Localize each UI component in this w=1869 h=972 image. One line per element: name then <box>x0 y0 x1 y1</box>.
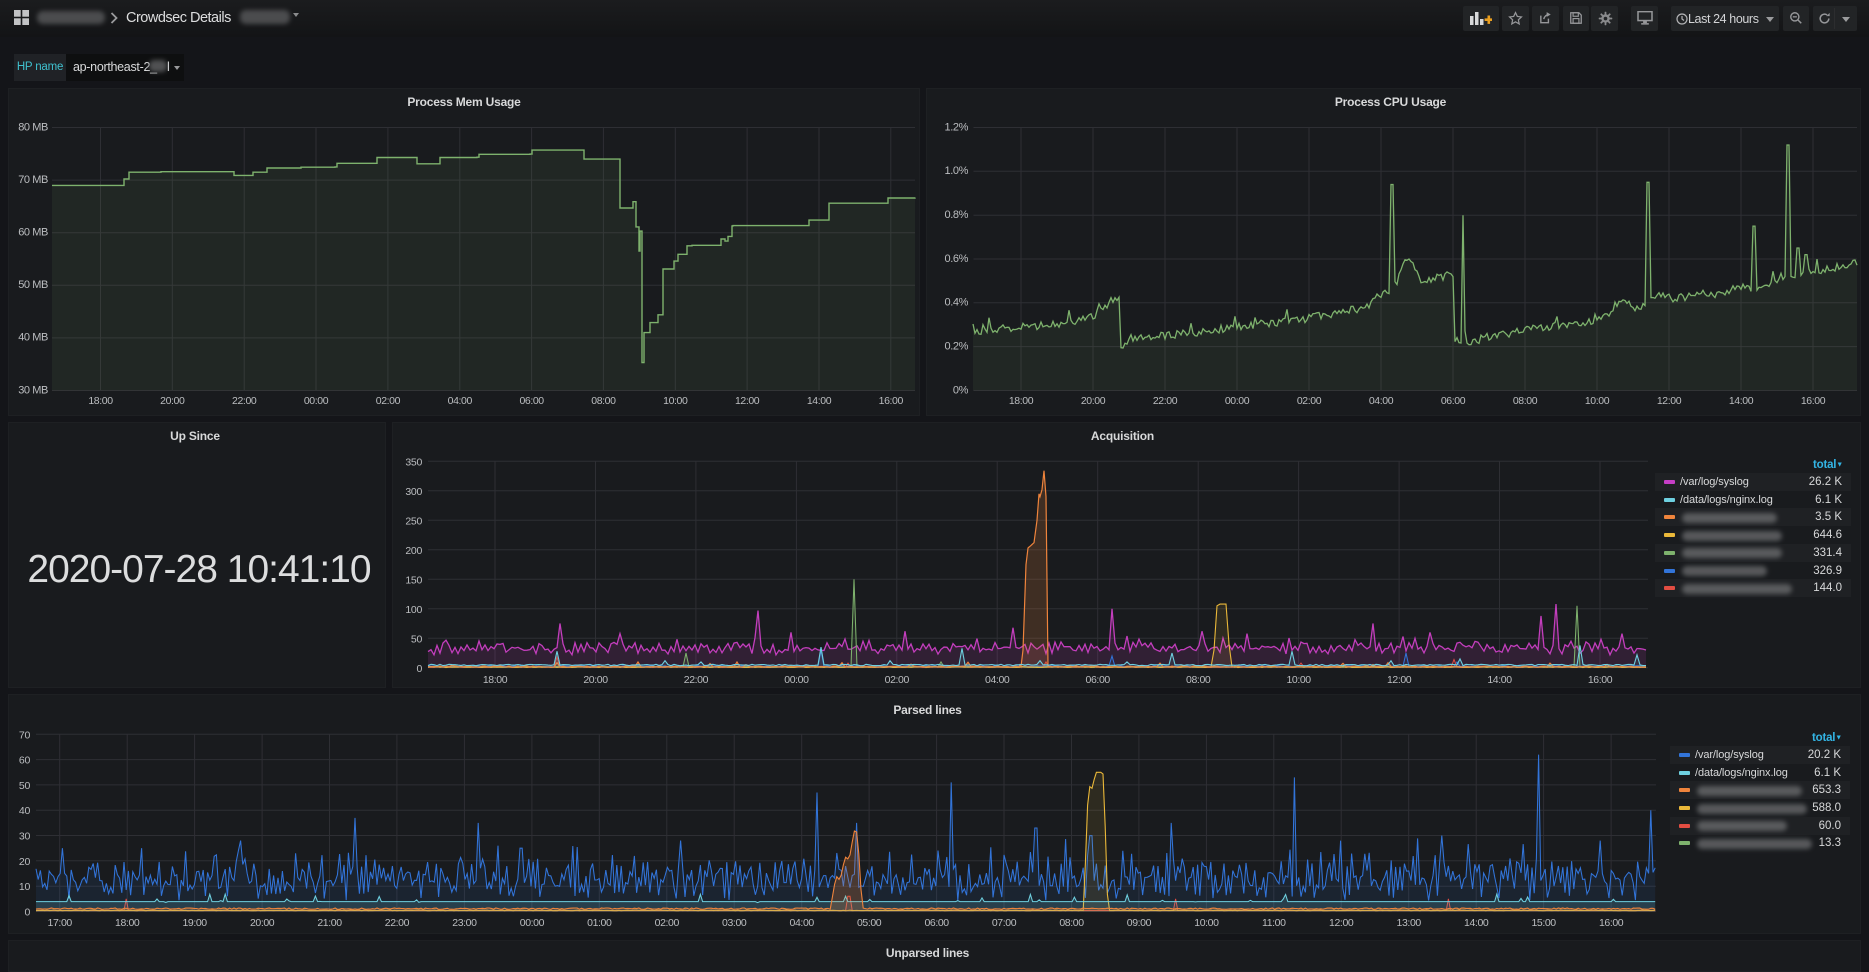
svg-text:16:00: 16:00 <box>879 395 904 407</box>
svg-text:0%: 0% <box>953 384 969 396</box>
svg-text:06:00: 06:00 <box>1441 395 1466 407</box>
svg-text:02:00: 02:00 <box>655 917 680 929</box>
svg-text:11:00: 11:00 <box>1262 917 1286 929</box>
svg-text:70: 70 <box>19 729 31 741</box>
svg-text:23:00: 23:00 <box>452 917 477 929</box>
svg-text:12:00: 12:00 <box>1329 917 1354 929</box>
svg-text:04:00: 04:00 <box>448 395 473 407</box>
svg-text:30: 30 <box>19 831 31 843</box>
svg-text:60 MB: 60 MB <box>18 227 48 239</box>
svg-text:00:00: 00:00 <box>784 674 809 686</box>
svg-text:14:00: 14:00 <box>1729 395 1754 407</box>
svg-text:60: 60 <box>19 755 31 767</box>
svg-text:06:00: 06:00 <box>1086 674 1111 686</box>
svg-text:06:00: 06:00 <box>924 917 949 929</box>
svg-text:10:00: 10:00 <box>663 395 688 407</box>
svg-text:08:00: 08:00 <box>1059 917 1084 929</box>
svg-text:22:00: 22:00 <box>385 917 410 929</box>
svg-text:07:00: 07:00 <box>992 917 1017 929</box>
svg-text:00:00: 00:00 <box>1225 395 1250 407</box>
svg-text:30 MB: 30 MB <box>18 384 48 396</box>
svg-text:19:00: 19:00 <box>182 917 207 929</box>
svg-text:00:00: 00:00 <box>520 917 545 929</box>
svg-text:05:00: 05:00 <box>857 917 882 929</box>
svg-text:01:00: 01:00 <box>587 917 612 929</box>
svg-text:12:00: 12:00 <box>735 395 760 407</box>
svg-text:09:00: 09:00 <box>1127 917 1152 929</box>
svg-text:40: 40 <box>19 805 31 817</box>
svg-text:10:00: 10:00 <box>1286 674 1311 686</box>
svg-text:50: 50 <box>19 780 31 792</box>
svg-text:100: 100 <box>405 604 422 616</box>
svg-text:300: 300 <box>405 486 422 498</box>
svg-text:20:00: 20:00 <box>160 395 185 407</box>
svg-text:150: 150 <box>405 574 422 586</box>
svg-text:16:00: 16:00 <box>1801 395 1826 407</box>
svg-text:02:00: 02:00 <box>376 395 401 407</box>
svg-text:00:00: 00:00 <box>304 395 329 407</box>
svg-text:21:00: 21:00 <box>317 917 342 929</box>
svg-text:13:00: 13:00 <box>1397 917 1422 929</box>
svg-text:250: 250 <box>405 515 422 527</box>
svg-text:02:00: 02:00 <box>885 674 910 686</box>
svg-text:08:00: 08:00 <box>591 395 616 407</box>
svg-text:200: 200 <box>405 545 422 557</box>
svg-text:22:00: 22:00 <box>684 674 709 686</box>
svg-text:0: 0 <box>416 663 422 675</box>
svg-text:18:00: 18:00 <box>1009 395 1034 407</box>
svg-text:350: 350 <box>405 456 422 468</box>
svg-text:06:00: 06:00 <box>519 395 544 407</box>
svg-text:40 MB: 40 MB <box>18 332 48 344</box>
svg-text:14:00: 14:00 <box>1464 917 1489 929</box>
svg-text:70 MB: 70 MB <box>18 174 48 186</box>
svg-text:20:00: 20:00 <box>250 917 275 929</box>
svg-text:18:00: 18:00 <box>115 917 140 929</box>
svg-text:18:00: 18:00 <box>483 674 508 686</box>
svg-text:18:00: 18:00 <box>88 395 113 407</box>
svg-text:17:00: 17:00 <box>48 917 73 929</box>
svg-text:03:00: 03:00 <box>722 917 747 929</box>
svg-text:16:00: 16:00 <box>1588 674 1613 686</box>
svg-text:80 MB: 80 MB <box>18 121 48 133</box>
svg-text:20:00: 20:00 <box>583 674 608 686</box>
svg-text:22:00: 22:00 <box>1153 395 1178 407</box>
svg-text:04:00: 04:00 <box>985 674 1010 686</box>
svg-text:08:00: 08:00 <box>1513 395 1538 407</box>
svg-text:04:00: 04:00 <box>1369 395 1394 407</box>
svg-text:50: 50 <box>411 633 423 645</box>
svg-text:12:00: 12:00 <box>1657 395 1682 407</box>
svg-text:0: 0 <box>24 907 30 919</box>
svg-text:10:00: 10:00 <box>1194 917 1219 929</box>
svg-text:20: 20 <box>19 856 31 868</box>
svg-text:0.4%: 0.4% <box>945 297 969 309</box>
svg-text:10: 10 <box>19 881 31 893</box>
svg-text:50 MB: 50 MB <box>18 279 48 291</box>
svg-text:1.2%: 1.2% <box>945 121 969 133</box>
svg-text:15:00: 15:00 <box>1531 917 1556 929</box>
svg-text:14:00: 14:00 <box>807 395 832 407</box>
svg-text:04:00: 04:00 <box>790 917 815 929</box>
svg-text:0.8%: 0.8% <box>945 209 969 221</box>
svg-text:0.2%: 0.2% <box>945 340 969 352</box>
svg-text:20:00: 20:00 <box>1081 395 1106 407</box>
svg-text:22:00: 22:00 <box>232 395 257 407</box>
svg-text:10:00: 10:00 <box>1585 395 1610 407</box>
svg-text:16:00: 16:00 <box>1599 917 1624 929</box>
svg-text:08:00: 08:00 <box>1186 674 1211 686</box>
svg-text:12:00: 12:00 <box>1387 674 1412 686</box>
svg-text:02:00: 02:00 <box>1297 395 1322 407</box>
svg-text:14:00: 14:00 <box>1487 674 1512 686</box>
svg-text:0.6%: 0.6% <box>945 253 969 265</box>
svg-text:1.0%: 1.0% <box>945 165 969 177</box>
